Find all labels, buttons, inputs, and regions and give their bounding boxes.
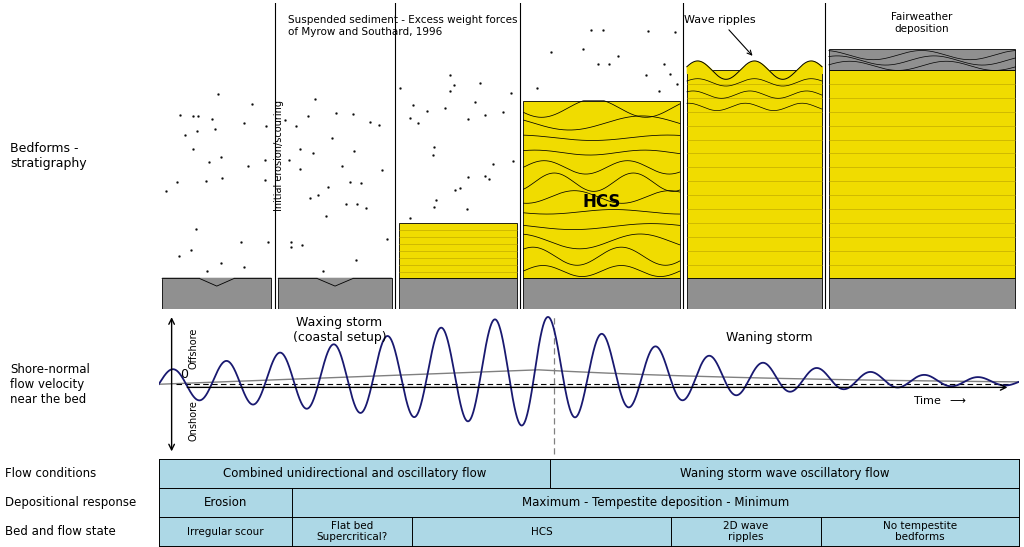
Text: Erosion: Erosion (204, 496, 247, 509)
Text: HCS: HCS (583, 193, 621, 211)
Text: Wave ripples: Wave ripples (684, 15, 756, 55)
Bar (279, 278, 392, 309)
Text: Waxing storm
(coastal setup): Waxing storm (coastal setup) (293, 316, 386, 344)
Text: HCS: HCS (530, 527, 552, 537)
Text: Time  $\longrightarrow$: Time $\longrightarrow$ (913, 394, 968, 405)
Text: Fairweather
deposition: Fairweather deposition (892, 12, 952, 33)
Bar (398, 223, 516, 278)
Text: Flat bed
Supercritical?: Flat bed Supercritical? (316, 521, 388, 542)
Text: Irregular scour: Irregular scour (187, 527, 264, 537)
Bar (828, 278, 1016, 309)
Text: Onshore: Onshore (188, 400, 199, 441)
Text: Bed and flow state: Bed and flow state (5, 525, 116, 538)
Text: Initial erosion/scouring: Initial erosion/scouring (274, 101, 284, 211)
Text: 0: 0 (180, 368, 188, 381)
Bar (828, 70, 1016, 278)
Text: Bedforms -
stratigraphy: Bedforms - stratigraphy (10, 142, 87, 170)
Text: Maximum - Tempestite deposition - Minimum: Maximum - Tempestite deposition - Minimu… (522, 496, 790, 509)
Text: Waning storm: Waning storm (726, 331, 813, 344)
Text: Combined unidirectional and oscillatory flow: Combined unidirectional and oscillatory … (222, 467, 486, 480)
Text: Shore-normal
flow velocity
near the bed: Shore-normal flow velocity near the bed (10, 363, 90, 406)
Bar (398, 278, 516, 309)
Bar (523, 278, 680, 309)
Text: Offshore: Offshore (188, 327, 199, 369)
Text: Flow conditions: Flow conditions (5, 467, 96, 480)
Bar (687, 70, 822, 278)
Polygon shape (279, 278, 392, 286)
Bar (523, 101, 680, 278)
Text: Depositional response: Depositional response (5, 496, 136, 509)
Polygon shape (162, 278, 271, 286)
Bar (828, 49, 1016, 70)
Bar (687, 278, 822, 309)
Text: Suspended sediment - Excess weight forces
of Myrow and Southard, 1996: Suspended sediment - Excess weight force… (288, 15, 517, 37)
Text: Waning storm wave oscillatory flow: Waning storm wave oscillatory flow (680, 467, 889, 480)
Bar (162, 278, 271, 309)
Text: 2D wave
ripples: 2D wave ripples (723, 521, 768, 542)
Text: No tempestite
bedforms: No tempestite bedforms (883, 521, 957, 542)
